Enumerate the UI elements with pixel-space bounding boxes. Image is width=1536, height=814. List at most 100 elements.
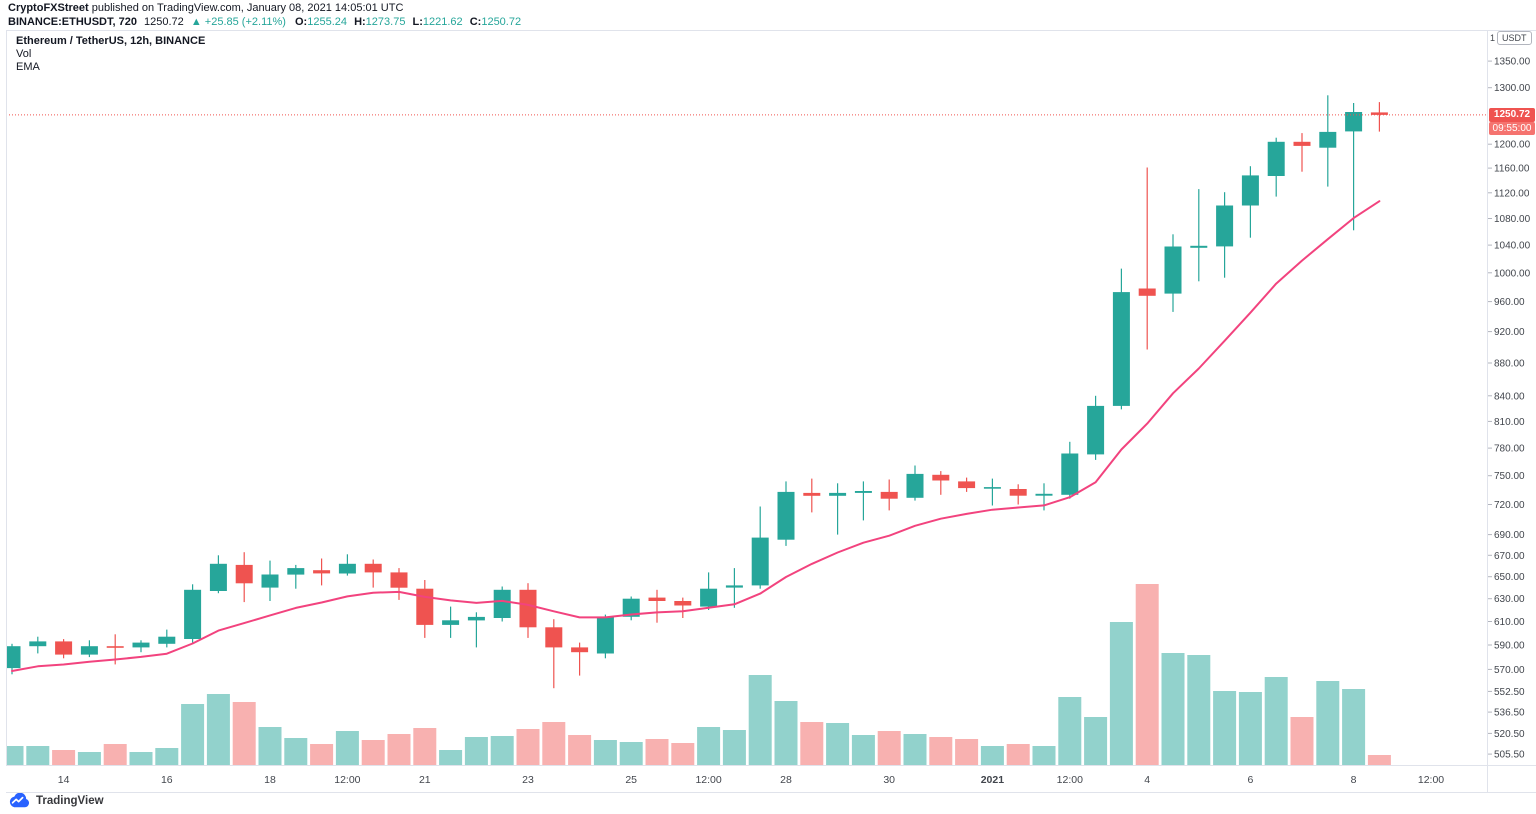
volume-bar xyxy=(206,694,230,765)
legend-ema-indicator: EMA xyxy=(16,61,40,73)
price-tick-label: 670.00 xyxy=(1494,551,1525,562)
volume-bar xyxy=(851,735,875,765)
volume-bar xyxy=(387,734,411,765)
candle-body xyxy=(958,481,976,489)
candle-body xyxy=(1112,292,1130,406)
price-scale-unit: 1 USDT xyxy=(1490,31,1532,45)
volume-bar xyxy=(284,738,308,765)
price-tick-label: 590.00 xyxy=(1494,641,1525,652)
volume-bar xyxy=(800,722,824,765)
candle-body xyxy=(803,492,821,496)
time-tick-label: 12:00 xyxy=(1418,774,1444,786)
price-tick-label: 505.50 xyxy=(1494,750,1525,761)
price-tick-label: 780.00 xyxy=(1494,444,1525,455)
low-value: 1221.62 xyxy=(422,16,463,28)
time-tick-label: 21 xyxy=(419,774,431,786)
volume-bar xyxy=(774,701,798,765)
close-label: C: xyxy=(469,16,482,28)
price-tick-label: 840.00 xyxy=(1494,391,1525,402)
candle-body xyxy=(700,588,718,607)
volume-bar xyxy=(129,752,153,765)
price-tick-label: 1200.00 xyxy=(1494,140,1531,151)
candle-body xyxy=(467,616,485,621)
volume-bar xyxy=(26,746,50,765)
publish-info: published on TradingView.com, January 08… xyxy=(88,2,404,14)
volume-bar xyxy=(980,746,1004,765)
legend-symbol-title: Ethereum / TetherUS, 12h, BINANCE xyxy=(16,35,206,47)
header: CryptoFXStreet published on TradingView.… xyxy=(8,2,521,29)
volume-bar xyxy=(955,739,979,765)
open-label: O: xyxy=(295,16,308,28)
price-tick-label: 1160.00 xyxy=(1494,164,1530,175)
price-tick-label: 1080.00 xyxy=(1494,214,1531,225)
price-tick-label: 630.00 xyxy=(1494,594,1525,605)
candle-body xyxy=(287,568,305,575)
last-price-badge: 1250.72 xyxy=(1489,108,1535,122)
low-label: L: xyxy=(412,16,423,28)
volume-bar xyxy=(103,744,127,765)
candle-body xyxy=(1216,205,1234,247)
last-price: 1250.72 xyxy=(144,16,184,28)
price-tick-label: 960.00 xyxy=(1494,297,1525,308)
time-tick-label: 25 xyxy=(625,774,637,786)
candle-body xyxy=(364,563,382,573)
candle-body xyxy=(932,474,950,481)
candle-body xyxy=(1009,489,1027,496)
volume-bar xyxy=(748,675,772,765)
volume-bar xyxy=(1290,717,1314,765)
candle-body xyxy=(648,597,666,601)
price-axis[interactable] xyxy=(1488,30,1536,766)
tradingview-logo[interactable]: TradingView xyxy=(8,793,104,808)
candle-body xyxy=(854,491,872,493)
price-tick-label: 570.00 xyxy=(1494,665,1525,676)
price-tick-label: 650.00 xyxy=(1494,572,1525,583)
candle-body xyxy=(235,564,253,584)
time-axis[interactable] xyxy=(6,766,1487,792)
candle-countdown-badge: 09:55:00 xyxy=(1489,122,1535,135)
price-tick-label: 1300.00 xyxy=(1494,83,1531,94)
price-tick-label: 520.50 xyxy=(1494,729,1525,740)
candle-body xyxy=(442,620,460,625)
volume-bar xyxy=(697,727,721,765)
publish-line: CryptoFXStreet published on TradingView.… xyxy=(8,2,521,15)
volume-bar xyxy=(6,746,24,765)
time-tick-label: 30 xyxy=(883,774,895,786)
candle-body xyxy=(725,585,743,588)
volume-bar xyxy=(155,748,179,765)
price-tick-label: 552.50 xyxy=(1494,687,1525,698)
price-tick-label: 1040.00 xyxy=(1494,241,1531,252)
volume-bar xyxy=(645,739,669,765)
volume-bar xyxy=(413,728,437,765)
candle-body xyxy=(106,646,124,648)
plot-area xyxy=(6,95,1487,765)
volume-bar xyxy=(1084,717,1108,765)
volume-bar xyxy=(877,731,901,765)
price-tick-label: 880.00 xyxy=(1494,359,1525,370)
volume-bar xyxy=(1161,653,1185,765)
volume-bar xyxy=(1264,677,1288,765)
candle-body xyxy=(80,646,98,655)
ema-line xyxy=(11,200,1381,672)
candle-body xyxy=(519,589,537,628)
candle-body xyxy=(1190,245,1208,248)
candle-body xyxy=(55,641,73,655)
symbol-status-line: BINANCE:ETHUSDT, 720 1250.72 ▲ +25.85 (+… xyxy=(8,16,521,29)
time-tick-label: 8 xyxy=(1351,774,1357,786)
publisher-name: CryptoFXStreet xyxy=(8,2,89,14)
candle-body xyxy=(1345,112,1363,132)
time-tick-label: 2021 xyxy=(981,774,1005,786)
time-tick-label: 12:00 xyxy=(1057,774,1083,786)
currency-unit-button[interactable]: USDT xyxy=(1497,31,1532,45)
time-tick-label: 28 xyxy=(780,774,792,786)
chart-legend: Ethereum / TetherUS, 12h, BINANCE Vol EM… xyxy=(16,35,205,73)
candle-body xyxy=(1319,131,1337,148)
candle-body xyxy=(906,473,924,498)
candle-body xyxy=(1241,175,1259,206)
candle-body xyxy=(6,646,21,669)
candle-body xyxy=(545,627,563,648)
candle-body xyxy=(29,641,47,647)
candle-body xyxy=(622,598,640,617)
candle-body xyxy=(1035,493,1053,496)
